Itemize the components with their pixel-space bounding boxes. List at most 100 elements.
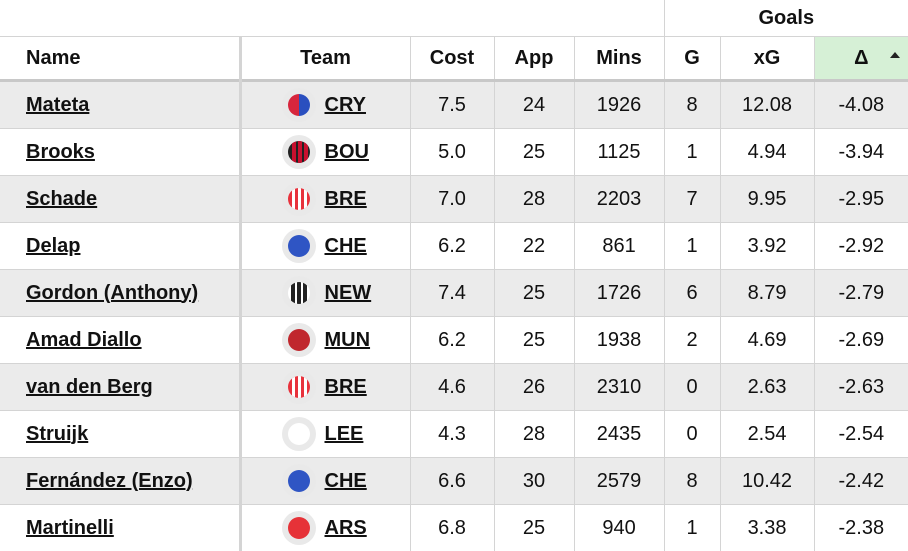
mins-cell: 2310 bbox=[574, 364, 664, 411]
player-name-cell: van den Berg bbox=[0, 364, 240, 411]
team-cell: CHE bbox=[240, 223, 410, 270]
team-cell: CHE bbox=[240, 458, 410, 505]
col-header-xg[interactable]: xG bbox=[720, 37, 814, 81]
col-header-mins[interactable]: Mins bbox=[574, 37, 664, 81]
delta-cell: -2.63 bbox=[814, 364, 908, 411]
app-cell: 25 bbox=[494, 505, 574, 551]
delta-cell: -3.94 bbox=[814, 129, 908, 176]
xg-cell: 4.94 bbox=[720, 129, 814, 176]
team-code-link[interactable]: ARS bbox=[325, 517, 367, 540]
delta-cell: -2.54 bbox=[814, 411, 908, 458]
mins-cell: 1726 bbox=[574, 270, 664, 317]
app-cell: 30 bbox=[494, 458, 574, 505]
player-name-link[interactable]: Struijk bbox=[26, 423, 88, 445]
xg-cell: 4.69 bbox=[720, 317, 814, 364]
player-name-cell: Gordon (Anthony) bbox=[0, 270, 240, 317]
col-header-app[interactable]: App bbox=[494, 37, 574, 81]
player-name-cell: Amad Diallo bbox=[0, 317, 240, 364]
team-cell: LEE bbox=[240, 411, 410, 458]
team-code-link[interactable]: MUN bbox=[325, 329, 371, 352]
xg-cell: 9.95 bbox=[720, 176, 814, 223]
player-name-cell: Struijk bbox=[0, 411, 240, 458]
team-crest-icon bbox=[282, 135, 316, 169]
col-header-delta-label: Δ bbox=[854, 47, 868, 69]
delta-cell: -2.79 bbox=[814, 270, 908, 317]
team-cell: MUN bbox=[240, 317, 410, 364]
team-cell: BOU bbox=[240, 129, 410, 176]
team-code-link[interactable]: BOU bbox=[325, 141, 369, 164]
team-code-link[interactable]: LEE bbox=[325, 423, 364, 446]
delta-cell: -2.42 bbox=[814, 458, 908, 505]
col-header-team[interactable]: Team bbox=[240, 37, 410, 81]
player-name-link[interactable]: Delap bbox=[26, 235, 80, 257]
team-cell: NEW bbox=[240, 270, 410, 317]
app-cell: 28 bbox=[494, 176, 574, 223]
mins-cell: 940 bbox=[574, 505, 664, 551]
cost-cell: 7.5 bbox=[410, 81, 494, 129]
col-header-delta[interactable]: Δ bbox=[814, 37, 908, 81]
player-name-cell: Fernández (Enzo) bbox=[0, 458, 240, 505]
team-code-link[interactable]: CRY bbox=[325, 94, 366, 117]
team-code-link[interactable]: CHE bbox=[325, 470, 367, 493]
cost-cell: 7.4 bbox=[410, 270, 494, 317]
sort-ascending-icon bbox=[890, 52, 900, 58]
cost-cell: 6.2 bbox=[410, 317, 494, 364]
player-name-link[interactable]: Amad Diallo bbox=[26, 329, 142, 351]
team-cell: BRE bbox=[240, 364, 410, 411]
delta-cell: -2.69 bbox=[814, 317, 908, 364]
player-name-link[interactable]: Brooks bbox=[26, 141, 95, 163]
goals-cell: 2 bbox=[664, 317, 720, 364]
player-name-cell: Delap bbox=[0, 223, 240, 270]
team-crest-icon bbox=[282, 417, 316, 451]
app-cell: 26 bbox=[494, 364, 574, 411]
team-cell: BRE bbox=[240, 176, 410, 223]
player-name-link[interactable]: Gordon (Anthony) bbox=[26, 282, 198, 304]
cost-cell: 4.3 bbox=[410, 411, 494, 458]
mins-cell: 1125 bbox=[574, 129, 664, 176]
team-cell: CRY bbox=[240, 81, 410, 129]
team-code-link[interactable]: BRE bbox=[325, 188, 367, 211]
mins-cell: 861 bbox=[574, 223, 664, 270]
col-header-cost[interactable]: Cost bbox=[410, 37, 494, 81]
player-name-link[interactable]: van den Berg bbox=[26, 376, 153, 398]
group-header-spacer bbox=[0, 0, 664, 37]
goals-cell: 6 bbox=[664, 270, 720, 317]
team-crest-icon bbox=[282, 323, 316, 357]
player-name-link[interactable]: Martinelli bbox=[26, 517, 114, 539]
mins-cell: 2579 bbox=[574, 458, 664, 505]
app-cell: 22 bbox=[494, 223, 574, 270]
delta-cell: -2.95 bbox=[814, 176, 908, 223]
goals-cell: 0 bbox=[664, 364, 720, 411]
group-header-row: Goals bbox=[0, 0, 908, 37]
team-code-link[interactable]: NEW bbox=[325, 282, 372, 305]
goals-cell: 1 bbox=[664, 505, 720, 551]
player-name-link[interactable]: Schade bbox=[26, 188, 97, 210]
xg-cell: 12.08 bbox=[720, 81, 814, 129]
team-crest-icon bbox=[282, 511, 316, 545]
player-name-link[interactable]: Mateta bbox=[26, 94, 89, 116]
cost-cell: 6.2 bbox=[410, 223, 494, 270]
team-code-link[interactable]: CHE bbox=[325, 235, 367, 258]
mins-cell: 1926 bbox=[574, 81, 664, 129]
col-header-name[interactable]: Name bbox=[0, 37, 240, 81]
team-crest-icon bbox=[282, 464, 316, 498]
team-code-link[interactable]: BRE bbox=[325, 376, 367, 399]
xg-cell: 10.42 bbox=[720, 458, 814, 505]
goals-cell: 1 bbox=[664, 223, 720, 270]
team-crest-icon bbox=[282, 182, 316, 216]
mins-cell: 1938 bbox=[574, 317, 664, 364]
xg-cell: 8.79 bbox=[720, 270, 814, 317]
xg-cell: 3.38 bbox=[720, 505, 814, 551]
team-cell: ARS bbox=[240, 505, 410, 551]
player-name-cell: Schade bbox=[0, 176, 240, 223]
delta-cell: -2.38 bbox=[814, 505, 908, 551]
goals-cell: 1 bbox=[664, 129, 720, 176]
player-name-link[interactable]: Fernández (Enzo) bbox=[26, 470, 193, 492]
col-header-g[interactable]: G bbox=[664, 37, 720, 81]
